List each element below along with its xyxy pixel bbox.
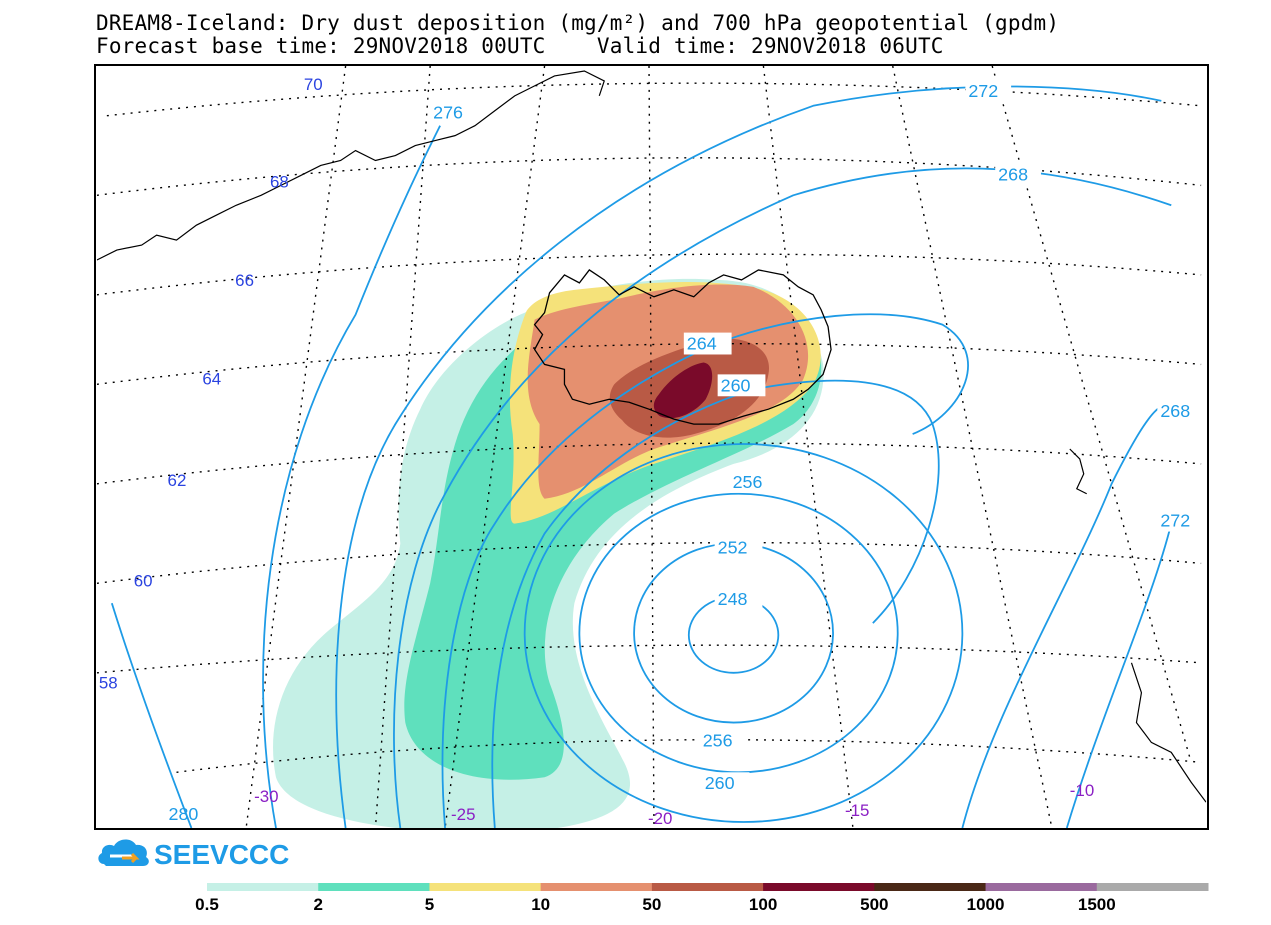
lat-label: 70 bbox=[304, 75, 323, 94]
contour-272-east bbox=[1065, 523, 1173, 828]
contour-label: 276 bbox=[433, 103, 463, 123]
lon-label: -30 bbox=[254, 787, 278, 806]
legend-label: 5 bbox=[425, 895, 434, 914]
latitude-labels: 70 68 66 64 62 60 58 bbox=[99, 75, 323, 693]
contour-label: 252 bbox=[718, 537, 748, 557]
lat-label: 64 bbox=[202, 369, 221, 388]
map-title: DREAM8-Iceland: Dry dust deposition (mg/… bbox=[96, 11, 1060, 35]
legend-swatch bbox=[207, 883, 319, 891]
legend-swatch bbox=[874, 883, 987, 891]
contour-label: 280 bbox=[169, 804, 199, 824]
norway-coastline bbox=[1130, 662, 1207, 803]
contour-label: 260 bbox=[721, 375, 751, 395]
legend-swatch bbox=[540, 883, 653, 891]
lat-label: 60 bbox=[134, 571, 153, 590]
lon-label: -10 bbox=[1070, 781, 1094, 800]
legend-label: 50 bbox=[642, 895, 661, 914]
map-subtitle-times: Forecast base time: 29NOV2018 00UTC Vali… bbox=[96, 34, 944, 58]
lat-label: 62 bbox=[168, 471, 187, 490]
legend-label: 100 bbox=[749, 895, 777, 914]
contour-label: 256 bbox=[733, 472, 763, 492]
contour-label: 256 bbox=[703, 730, 733, 750]
contour-268 bbox=[393, 167, 1172, 828]
legend-swatch bbox=[985, 883, 1098, 891]
legend-label: 10 bbox=[531, 895, 550, 914]
seevccc-logo: SEEVCCC bbox=[98, 839, 289, 870]
legend-label: 1500 bbox=[1078, 895, 1116, 914]
cloud-arrow-icon bbox=[98, 839, 149, 866]
legend-labels: 0.5 2 5 10 50 100 500 1000 1500 bbox=[195, 895, 1116, 914]
contour-label: 268 bbox=[1160, 401, 1190, 421]
lon-label: -25 bbox=[451, 805, 475, 824]
lat-label: 66 bbox=[235, 271, 254, 290]
legend-label: 1000 bbox=[967, 895, 1005, 914]
forecast-map: 276 272 268 264 260 256 252 248 256 260 … bbox=[94, 64, 1209, 830]
contour-280 bbox=[110, 602, 193, 828]
contour-label-group: 276 272 268 264 260 256 252 248 256 260 … bbox=[169, 79, 1206, 824]
legend-swatch bbox=[763, 883, 875, 891]
contour-label: 272 bbox=[1160, 511, 1190, 531]
greenland-coastline bbox=[96, 70, 605, 261]
legend-label: 0.5 bbox=[195, 895, 219, 914]
lat-label: 68 bbox=[270, 172, 289, 191]
lon-label: -20 bbox=[648, 809, 672, 828]
contour-label: 272 bbox=[968, 81, 998, 101]
contour-264 bbox=[441, 313, 969, 828]
contour-256 bbox=[523, 443, 964, 823]
dust-band-100 bbox=[653, 362, 713, 419]
lat-label: 58 bbox=[99, 674, 118, 693]
legend-label: 500 bbox=[860, 895, 888, 914]
geopotential-contours bbox=[110, 85, 1173, 828]
legend-label: 2 bbox=[313, 895, 322, 914]
contour-248 bbox=[633, 542, 834, 724]
contour-label: 264 bbox=[687, 334, 717, 354]
contour-label: 268 bbox=[998, 164, 1028, 184]
color-legend: 0.5 2 5 10 50 100 500 1000 1500 bbox=[195, 883, 1209, 914]
contour-label: 248 bbox=[718, 589, 748, 609]
contour-268-east bbox=[961, 404, 1173, 828]
legend-color-bar bbox=[207, 883, 1209, 891]
contour-276 bbox=[262, 125, 441, 828]
logo-text: SEEVCCC bbox=[154, 839, 289, 870]
longitude-labels: -30 -25 -20 -15 -10 bbox=[254, 781, 1094, 828]
legend-swatch bbox=[429, 883, 542, 891]
faroe-islands-coastline bbox=[1069, 448, 1087, 495]
iceland-coastline bbox=[533, 269, 832, 425]
contour-label: 260 bbox=[705, 773, 735, 793]
legend-swatch bbox=[651, 883, 764, 891]
legend-swatch bbox=[1096, 883, 1209, 891]
lon-label: -15 bbox=[845, 801, 869, 820]
legend-swatch bbox=[318, 883, 430, 891]
